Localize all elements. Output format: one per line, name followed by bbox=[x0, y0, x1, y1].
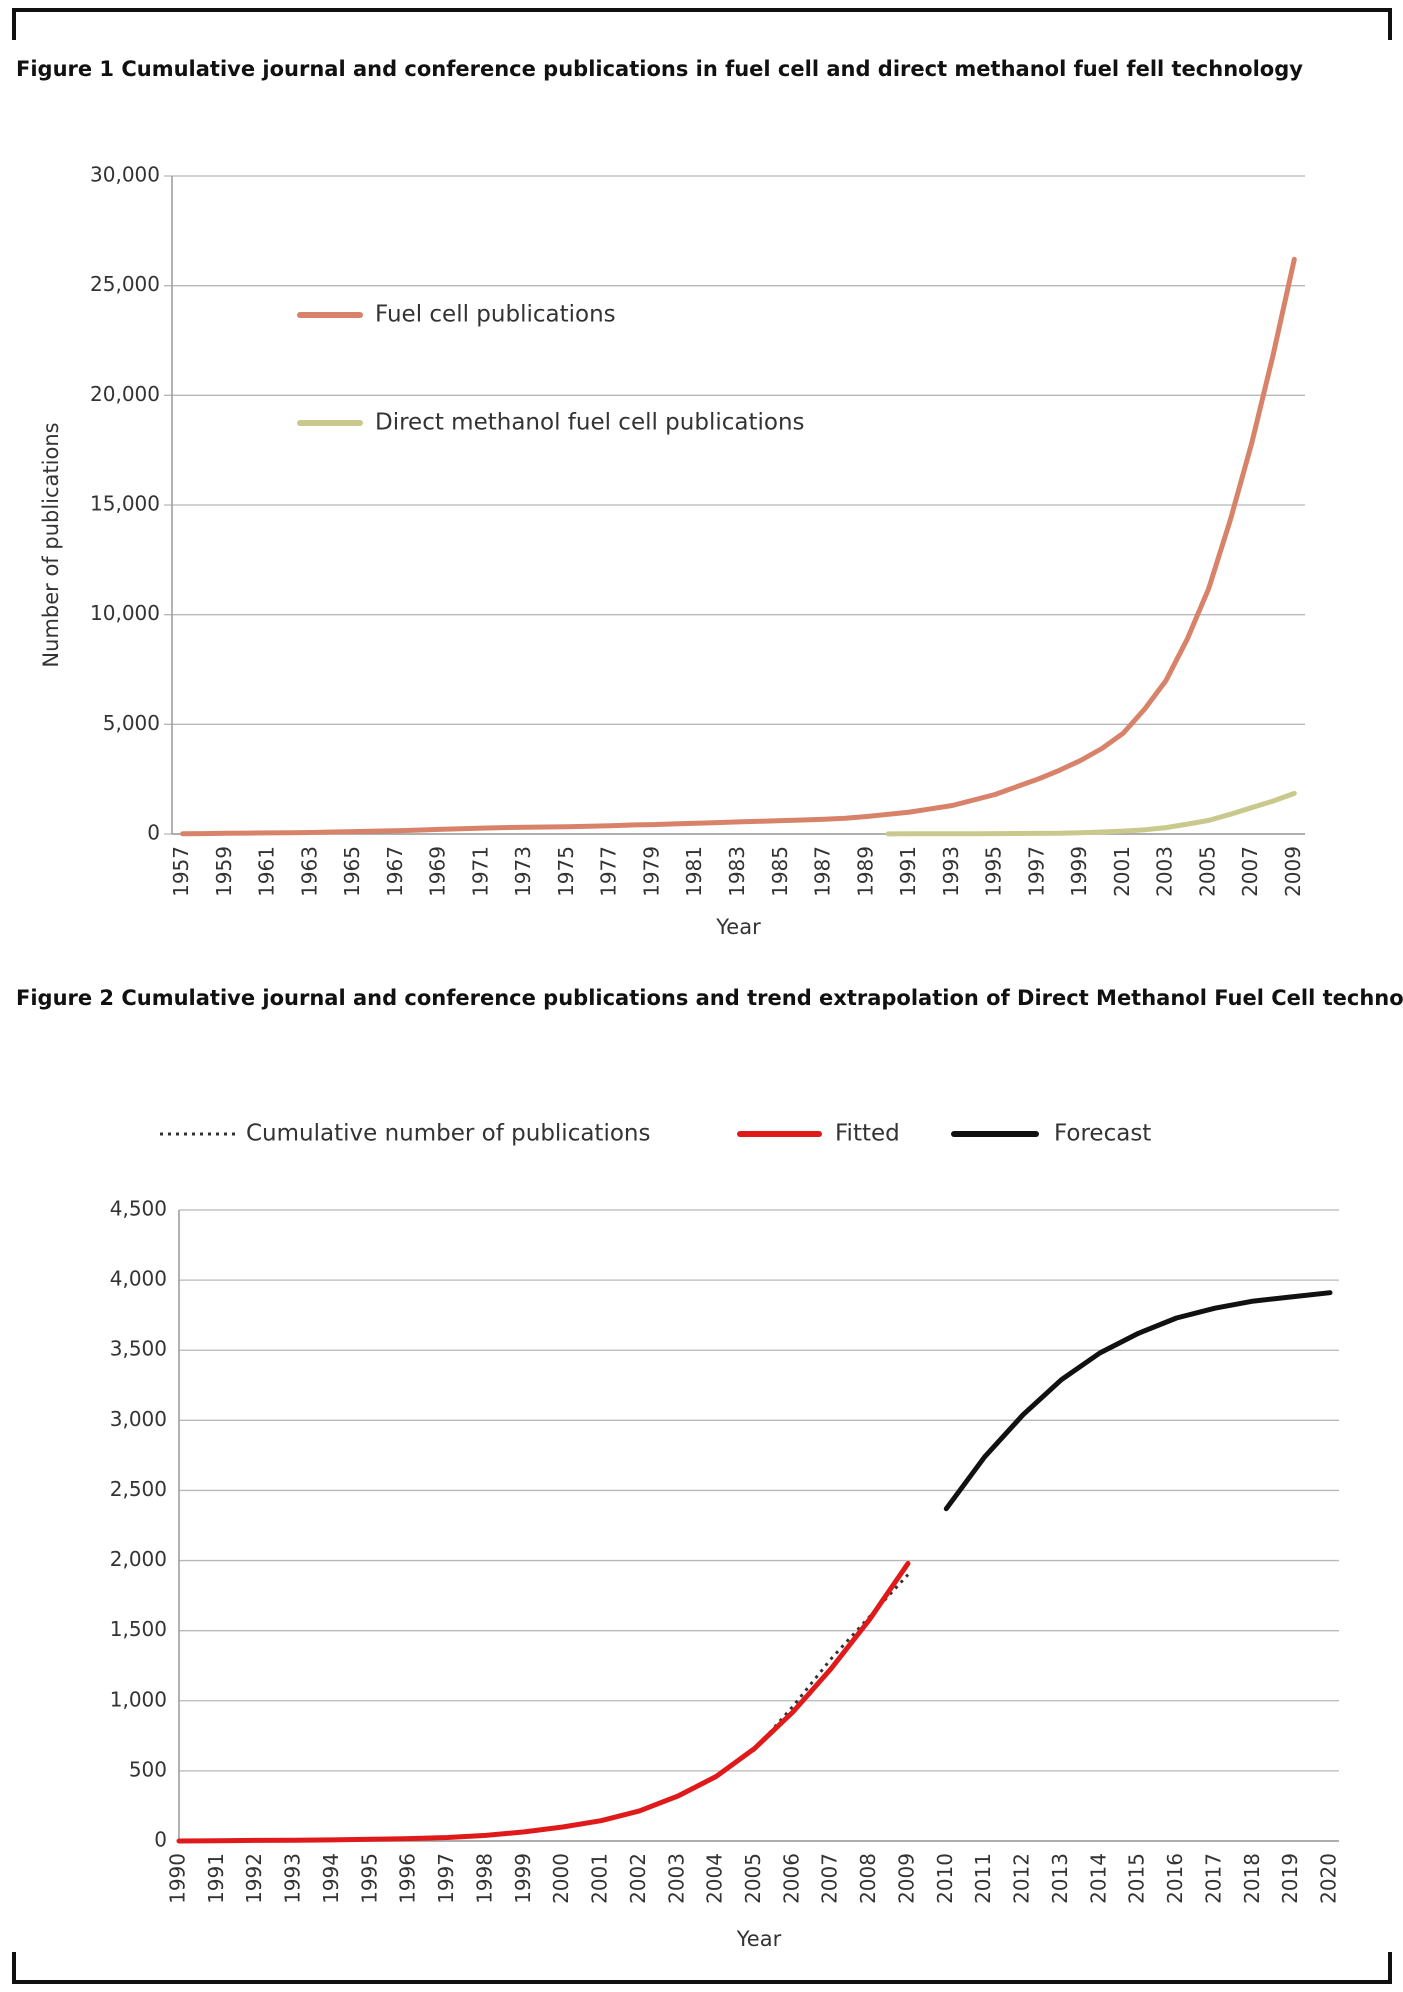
x-tick-label: 2001 bbox=[588, 1853, 612, 1904]
y-tick-label: 5,000 bbox=[103, 711, 160, 735]
y-tick-label: 0 bbox=[154, 1828, 167, 1852]
x-tick-label: 1992 bbox=[242, 1853, 266, 1904]
x-tick-label: 2007 bbox=[1238, 846, 1262, 897]
series-line bbox=[176, 1560, 911, 1844]
x-tick-label: 2001 bbox=[1110, 846, 1134, 897]
x-tick-label: 2004 bbox=[703, 1853, 727, 1904]
x-axis-label: Year bbox=[736, 1927, 782, 1951]
y-tick-label: 4,000 bbox=[110, 1267, 167, 1291]
y-tick-label: 500 bbox=[129, 1757, 167, 1781]
legend-label: Forecast bbox=[1054, 1121, 1151, 1147]
y-tick-label: 25,000 bbox=[90, 272, 160, 296]
y-tick-label: 4,500 bbox=[110, 1197, 167, 1221]
x-tick-label: 2009 bbox=[1281, 846, 1305, 897]
x-tick-label: 1989 bbox=[853, 846, 877, 897]
y-tick-label: 3,000 bbox=[110, 1407, 167, 1431]
legend-label: Fitted bbox=[835, 1121, 900, 1147]
y-axis-label: Number of publications bbox=[39, 422, 63, 667]
x-tick-label: 2000 bbox=[549, 1853, 573, 1904]
x-tick-label: 1981 bbox=[682, 846, 706, 897]
x-tick-label: 2018 bbox=[1240, 1853, 1264, 1904]
series-line bbox=[885, 790, 1297, 837]
y-tick-label: 1,500 bbox=[110, 1617, 167, 1641]
x-tick-label: 2019 bbox=[1278, 1853, 1302, 1904]
chart-title: Figure 2 Cumulative journal and conferen… bbox=[16, 986, 1403, 1010]
x-tick-label: 2003 bbox=[664, 1853, 688, 1904]
x-tick-label: 1991 bbox=[896, 846, 920, 897]
legend-label: Direct methanol fuel cell publications bbox=[375, 410, 805, 436]
frame-top bbox=[12, 8, 1392, 40]
x-tick-label: 2010 bbox=[933, 1853, 957, 1904]
x-axis-label: Year bbox=[715, 915, 761, 939]
x-tick-label: 1995 bbox=[357, 1853, 381, 1904]
x-tick-label: 2008 bbox=[856, 1853, 880, 1904]
x-tick-label: 1997 bbox=[434, 1853, 458, 1904]
x-tick-label: 1959 bbox=[212, 846, 236, 897]
y-tick-label: 30,000 bbox=[90, 163, 160, 187]
x-tick-label: 1963 bbox=[297, 846, 321, 897]
x-tick-label: 2017 bbox=[1201, 1853, 1225, 1904]
x-tick-label: 2007 bbox=[818, 1853, 842, 1904]
x-tick-label: 2011 bbox=[971, 1853, 995, 1904]
legend-label: Fuel cell publications bbox=[375, 302, 616, 328]
x-tick-label: 2016 bbox=[1163, 1853, 1187, 1904]
x-tick-label: 1987 bbox=[811, 846, 835, 897]
x-tick-label: 1993 bbox=[281, 1853, 305, 1904]
x-tick-label: 1998 bbox=[472, 1853, 496, 1904]
x-tick-label: 2013 bbox=[1048, 1853, 1072, 1904]
x-tick-label: 1999 bbox=[511, 1853, 535, 1904]
y-tick-label: 1,000 bbox=[110, 1687, 167, 1711]
x-tick-label: 1999 bbox=[1067, 846, 1091, 897]
y-tick-label: 3,500 bbox=[110, 1337, 167, 1361]
x-tick-label: 2012 bbox=[1010, 1853, 1034, 1904]
x-tick-label: 2015 bbox=[1125, 1853, 1149, 1904]
x-tick-label: 2006 bbox=[779, 1853, 803, 1904]
x-tick-label: 1965 bbox=[340, 846, 364, 897]
x-tick-label: 1971 bbox=[468, 846, 492, 897]
y-tick-label: 15,000 bbox=[90, 492, 160, 516]
y-tick-label: 2,000 bbox=[110, 1547, 167, 1571]
x-tick-label: 2005 bbox=[741, 1853, 765, 1904]
x-tick-label: 1979 bbox=[639, 846, 663, 897]
series-line bbox=[180, 256, 1297, 837]
x-tick-label: 2009 bbox=[894, 1853, 918, 1904]
chart-title: Figure 1 Cumulative journal and conferen… bbox=[16, 57, 1303, 81]
y-tick-label: 0 bbox=[147, 821, 160, 845]
x-tick-label: 1973 bbox=[511, 846, 535, 897]
x-tick-label: 1993 bbox=[939, 846, 963, 897]
legend-label: Cumulative number of publications bbox=[246, 1121, 650, 1147]
x-tick-label: 1990 bbox=[166, 1853, 190, 1904]
x-tick-label: 1985 bbox=[768, 846, 792, 897]
y-tick-label: 2,500 bbox=[110, 1477, 167, 1501]
x-tick-label: 1997 bbox=[1024, 846, 1048, 897]
x-tick-label: 1995 bbox=[982, 846, 1006, 897]
x-tick-label: 2020 bbox=[1317, 1853, 1341, 1904]
y-tick-label: 20,000 bbox=[90, 382, 160, 406]
x-tick-label: 1967 bbox=[383, 846, 407, 897]
x-tick-label: 2002 bbox=[626, 1853, 650, 1904]
x-tick-label: 1975 bbox=[554, 846, 578, 897]
x-tick-label: 2014 bbox=[1086, 1853, 1110, 1904]
x-tick-label: 1957 bbox=[169, 846, 193, 897]
x-tick-label: 1969 bbox=[426, 846, 450, 897]
x-tick-label: 1996 bbox=[396, 1853, 420, 1904]
x-tick-label: 2005 bbox=[1195, 846, 1219, 897]
x-tick-label: 1961 bbox=[255, 846, 279, 897]
y-tick-label: 10,000 bbox=[90, 601, 160, 625]
x-tick-label: 1994 bbox=[319, 1853, 343, 1904]
series-line bbox=[943, 1290, 1333, 1512]
frame-bottom bbox=[12, 1952, 1392, 1984]
x-tick-label: 1983 bbox=[725, 846, 749, 897]
x-tick-label: 1977 bbox=[597, 846, 621, 897]
x-tick-label: 2003 bbox=[1153, 846, 1177, 897]
x-tick-label: 1991 bbox=[204, 1853, 228, 1904]
